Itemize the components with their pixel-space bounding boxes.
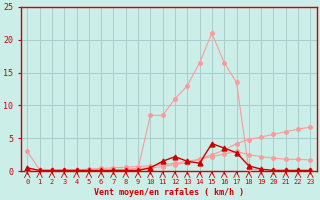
X-axis label: Vent moyen/en rafales ( km/h ): Vent moyen/en rafales ( km/h ) <box>94 188 244 197</box>
